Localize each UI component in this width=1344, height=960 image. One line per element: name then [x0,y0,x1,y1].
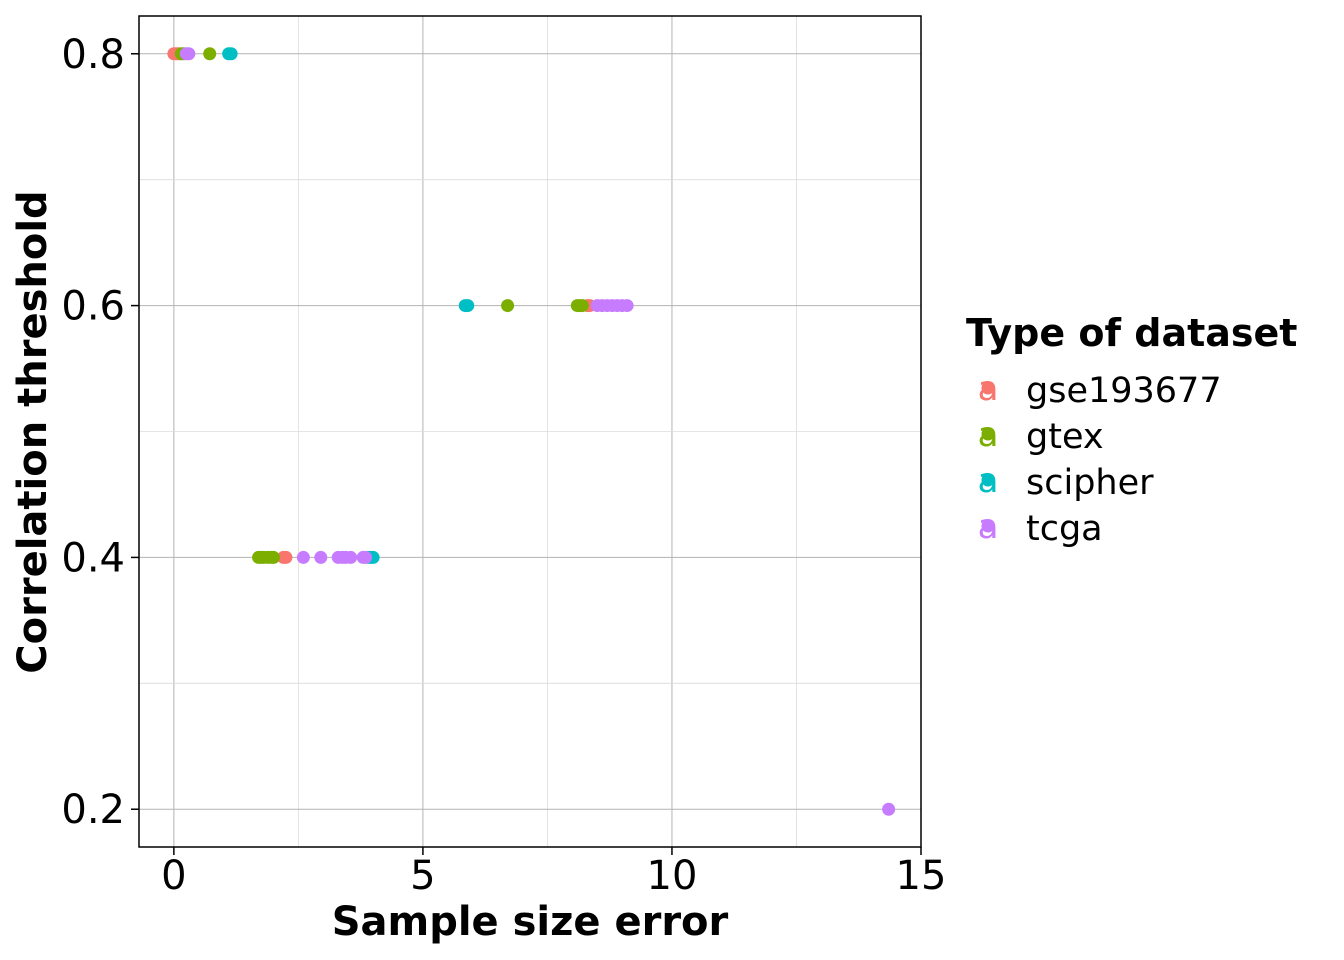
grid-lines [139,16,922,847]
data-point-scipher [224,47,238,61]
data-point-gtex [266,550,280,564]
x-tick-label: 10 [647,853,698,899]
x-axis-title: Sample size error [332,899,729,945]
legend-key-point [981,519,995,533]
legend-key-point [981,473,995,487]
data-point-gtex [575,299,589,313]
data-point-scipher [461,299,475,313]
legend-title: Type of dataset [966,311,1297,355]
y-tick-label: 0.4 [61,535,125,581]
legend: Type of dataset agse193677agtexasciphera… [966,311,1297,549]
legend-label: gtex [1026,417,1104,457]
legend-label: tcga [1026,509,1103,549]
legend-item-gse193677: agse193677 [978,369,1222,411]
legend-item-gtex: agtex [978,415,1104,457]
series-tcga [179,47,896,816]
y-tick-label: 0.6 [61,284,125,330]
data-point-tcga [296,550,310,564]
y-tick-label: 0.2 [61,787,125,833]
data-points [167,47,896,816]
legend-item-tcga: atcga [978,507,1103,549]
data-point-tcga [182,47,196,61]
x-tick-label: 5 [410,853,435,899]
legend-key-point [981,427,995,441]
axes: 0 5 10 15 0.2 0.4 0.6 0.8 [61,32,946,899]
legend-label: scipher [1026,463,1154,503]
data-point-tcga [359,550,373,564]
data-point-gtex [501,299,515,313]
x-tick-label: 15 [896,853,947,899]
y-tick-label: 0.8 [61,32,125,78]
data-point-gse193677 [279,550,293,564]
plot-border [138,15,922,848]
legend-key-point [981,381,995,395]
legend-label: gse193677 [1026,371,1222,411]
data-point-tcga [314,550,328,564]
y-axis-title: Correlation threshold [10,190,56,673]
data-point-gtex [203,47,217,61]
legend-item-scipher: ascipher [978,461,1155,503]
data-point-tcga [620,299,634,313]
data-point-tcga [344,550,358,564]
x-tick-label: 0 [161,853,186,899]
data-point-tcga [882,802,896,816]
